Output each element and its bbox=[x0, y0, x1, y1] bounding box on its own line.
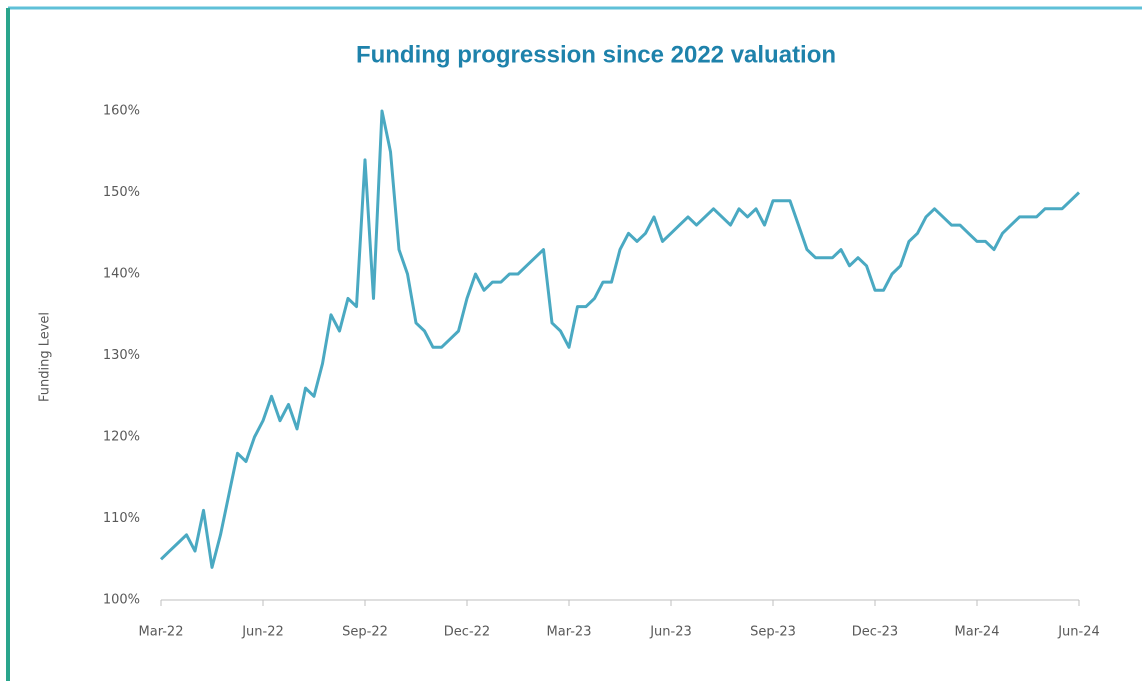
x-tick-label: Jun-22 bbox=[241, 625, 284, 640]
chart-title: Funding progression since 2022 valuation bbox=[356, 41, 836, 68]
y-tick-label: 120% bbox=[103, 430, 140, 445]
y-tick-label: 130% bbox=[103, 348, 140, 363]
x-tick-label: Jun-24 bbox=[1057, 625, 1100, 640]
x-tick-label: Mar-22 bbox=[139, 625, 184, 640]
y-tick-label: 150% bbox=[103, 185, 140, 200]
x-tick-label: Mar-23 bbox=[547, 625, 592, 640]
x-tick-label: Sep-23 bbox=[750, 625, 796, 640]
x-tick-label: Sep-22 bbox=[342, 625, 388, 640]
panel bbox=[8, 8, 1142, 681]
x-tick-label: Jun-23 bbox=[649, 625, 692, 640]
y-tick-label: 110% bbox=[103, 511, 140, 526]
y-tick-label: 140% bbox=[103, 267, 140, 282]
x-tick-label: Dec-22 bbox=[444, 625, 490, 640]
y-axis-label: Funding Level bbox=[38, 312, 53, 402]
x-tick-label: Dec-23 bbox=[852, 625, 898, 640]
y-tick-label: 100% bbox=[103, 593, 140, 608]
y-tick-label: 160% bbox=[103, 104, 140, 119]
data-line bbox=[159, 109, 1081, 569]
x-tick-label: Mar-24 bbox=[955, 625, 1000, 640]
